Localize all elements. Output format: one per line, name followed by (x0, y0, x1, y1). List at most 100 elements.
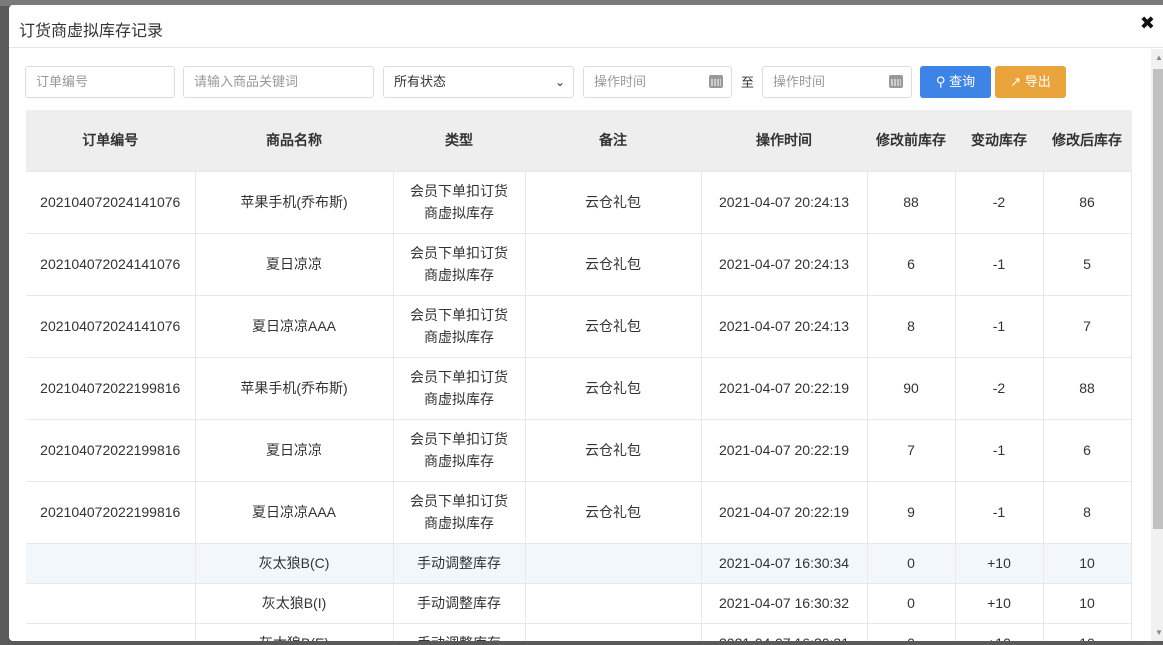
table-cell (525, 582, 702, 623)
table-cell: 会员下单扣订货商虚拟库存 (393, 418, 526, 481)
table-cell: 会员下单扣订货商虚拟库存 (393, 294, 526, 357)
column-header: 修改后库存 (1043, 110, 1132, 171)
status-select[interactable]: 所有状态 ⌄ (383, 66, 574, 98)
table-cell: -1 (955, 294, 1044, 357)
column-header: 订单编号 (26, 110, 196, 171)
scrollbar[interactable]: ▲ ▼ (1151, 49, 1163, 641)
table-cell: 7 (1043, 294, 1132, 357)
table-row[interactable]: 202104072024141076 夏日凉凉AAA 会员下单扣订货商虚拟库存 云仓礼… (26, 294, 1132, 357)
table-cell: 10 (1043, 622, 1132, 641)
close-icon[interactable]: ✖ (1139, 13, 1155, 33)
table-cell: 灰太狼B(C) (195, 542, 394, 583)
column-header: 备注 (525, 110, 702, 171)
table-cell: 苹果手机(乔布斯) (195, 356, 394, 419)
table-cell: 灰太狼B(E) (195, 622, 394, 641)
table-row[interactable]: 202104072022199816 夏日凉凉 会员下单扣订货商虚拟库存 云仓礼包 20… (26, 418, 1132, 481)
table-cell: 夏日凉凉 (195, 418, 394, 481)
table-cell: 2021-04-07 16:30:34 (701, 542, 868, 583)
status-value: 所有状态 (394, 74, 447, 89)
column-header: 修改前库存 (867, 110, 956, 171)
export-button[interactable]: ↗ 导出 (995, 66, 1066, 98)
table-cell: 7 (867, 418, 956, 481)
table-cell: 灰太狼B(I) (195, 582, 394, 623)
query-button[interactable]: ⚲ 查询 (920, 66, 991, 98)
table-cell: 88 (1043, 356, 1132, 419)
table-cell: 8 (1043, 480, 1132, 543)
start-time-placeholder: 操作时间 (594, 74, 647, 89)
modal-title: 订货商虚拟库存记录 (19, 23, 164, 40)
table-cell: -1 (955, 232, 1044, 295)
table-row[interactable]: 灰太狼B(I) 手动调整库存 2021-04-07 16:30:32 0 +10 10 (26, 582, 1132, 623)
table-cell (26, 542, 196, 583)
table-cell: 夏日凉凉AAA (195, 480, 394, 543)
calendar-icon (709, 75, 723, 88)
search-icon: ⚲ (935, 74, 950, 89)
table-header: 订单编号 商品名称 类型 备注 操作时间 修改前库存 变动库存 修改后库存 (26, 110, 1132, 171)
table-cell: 云仓礼包 (525, 356, 702, 419)
table-cell: +10 (955, 582, 1044, 623)
scroll-down-icon[interactable]: ▼ (1155, 628, 1163, 637)
table-row[interactable]: 202104072022199816 苹果手机(乔布斯) 会员下单扣订货商虚拟库存云… (26, 356, 1132, 419)
table-cell (26, 582, 196, 623)
keyword-input[interactable]: 请输入商品关键词 (183, 66, 374, 98)
table-cell: 手动调整库存 (393, 582, 526, 623)
table-cell: 会员下单扣订货商虚拟库存 (393, 232, 526, 295)
table-cell: 202104072024141076 (26, 294, 196, 357)
table-cell: 2021-04-07 20:22:19 (701, 356, 868, 419)
column-header: 类型 (393, 110, 526, 171)
column-header: 商品名称 (195, 110, 394, 171)
table-cell: 2021-04-07 20:24:13 (701, 232, 868, 295)
table-row[interactable]: 202104072024141076 苹果手机(乔布斯) 会员下单扣订货商虚拟库存云… (26, 170, 1132, 233)
modal-header: 订货商虚拟库存记录 ✖ (9, 5, 1163, 48)
end-time-input[interactable]: 操作时间 (762, 66, 912, 98)
table-cell: -1 (955, 480, 1044, 543)
scrollbar-thumb[interactable] (1153, 69, 1163, 529)
table-cell: 202104072022199816 (26, 356, 196, 419)
table-cell: 0 (867, 622, 956, 641)
table-cell: 6 (867, 232, 956, 295)
table-cell: 2021-04-07 20:24:13 (701, 170, 868, 233)
table-cell: 会员下单扣订货商虚拟库存 (393, 480, 526, 543)
table-cell: 手动调整库存 (393, 622, 526, 641)
table-cell: 10 (1043, 542, 1132, 583)
table-cell: -2 (955, 170, 1044, 233)
table-cell: 手动调整库存 (393, 542, 526, 583)
table-cell: 6 (1043, 418, 1132, 481)
table-cell: 202104072022199816 (26, 418, 196, 481)
table-cell: 云仓礼包 (525, 294, 702, 357)
export-label: 导出 (1024, 74, 1051, 89)
table-cell: 2021-04-07 16:30:32 (701, 582, 868, 623)
table-cell: 云仓礼包 (525, 170, 702, 233)
inventory-record-modal: 订货商虚拟库存记录 ✖ 订单编号 请输入商品关键词 所有状态 ⌄ 操作时间 至 操… (9, 5, 1163, 641)
table-cell: 86 (1043, 170, 1132, 233)
column-header: 变动库存 (955, 110, 1044, 171)
table-cell: -1 (955, 418, 1044, 481)
calendar-icon (889, 75, 903, 88)
table-cell: 88 (867, 170, 956, 233)
table-cell: 202104072022199816 (26, 480, 196, 543)
start-time-input[interactable]: 操作时间 (583, 66, 732, 98)
table-row[interactable]: 灰太狼B(C) 手动调整库存 2021-04-07 16:30:34 0 +10 10 (26, 542, 1132, 583)
table-cell: 2021-04-07 20:24:13 (701, 294, 868, 357)
table-cell: 5 (1043, 232, 1132, 295)
query-label: 查询 (949, 74, 976, 89)
table-row[interactable]: 202104072024141076 夏日凉凉 会员下单扣订货商虚拟库存 云仓礼包 20… (26, 232, 1132, 295)
table-cell: 10 (1043, 582, 1132, 623)
table-cell: 0 (867, 582, 956, 623)
column-header: 操作时间 (701, 110, 868, 171)
table-cell: 0 (867, 542, 956, 583)
table-cell (525, 622, 702, 641)
inventory-table: 订单编号 商品名称 类型 备注 操作时间 修改前库存 变动库存 修改后库存 202104072… (26, 110, 1132, 641)
table-cell: 202104072024141076 (26, 232, 196, 295)
background-page (0, 0, 1163, 6)
to-label: 至 (741, 75, 755, 90)
table-cell (525, 542, 702, 583)
scroll-up-icon[interactable]: ▲ (1155, 53, 1163, 62)
table-cell: 202104072024141076 (26, 170, 196, 233)
table-cell: 9 (867, 480, 956, 543)
table-row[interactable]: 202104072022199816 夏日凉凉AAA 会员下单扣订货商虚拟库存 云仓礼… (26, 480, 1132, 543)
order-number-input[interactable]: 订单编号 (25, 66, 175, 98)
table-cell: 夏日凉凉AAA (195, 294, 394, 357)
table-cell: 90 (867, 356, 956, 419)
